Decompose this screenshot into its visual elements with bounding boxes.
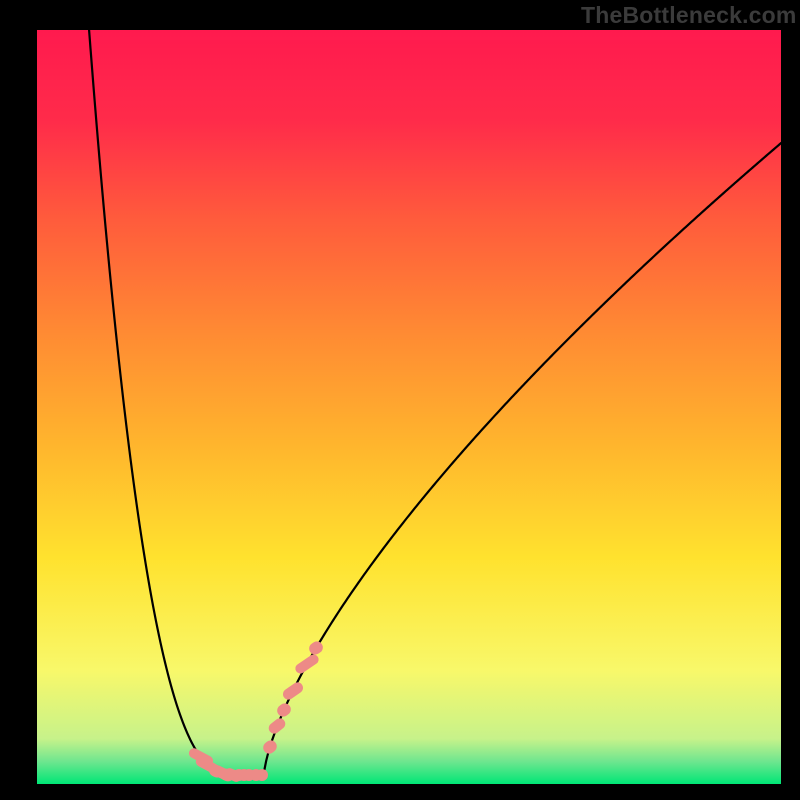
data-marker <box>256 769 268 781</box>
outer-frame: TheBottleneck.com <box>0 0 800 800</box>
watermark-text: TheBottleneck.com <box>581 2 797 29</box>
bottleneck-curve <box>0 0 800 800</box>
